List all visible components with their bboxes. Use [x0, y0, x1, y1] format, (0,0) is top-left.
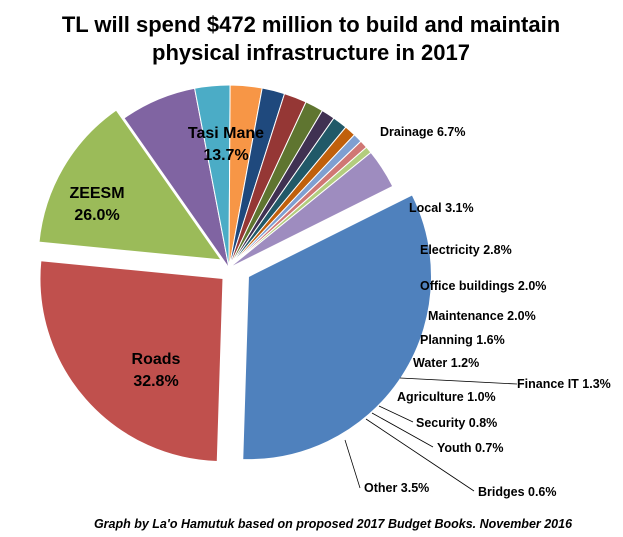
pie-slice-zeesm	[39, 260, 224, 462]
slice-label-drainage: Drainage 6.7%	[380, 125, 465, 139]
slice-label-agriculture: Agriculture 1.0%	[397, 390, 496, 404]
slice-label-bridges: Bridges 0.6%	[478, 485, 557, 499]
slice-label-local: Local 3.1%	[409, 201, 474, 215]
slice-label-electricity: Electricity 2.8%	[420, 243, 512, 257]
pie-slices	[38, 84, 432, 462]
pie-slice-roads	[242, 194, 432, 461]
leader-line-other	[344, 439, 361, 489]
slice-label-zeesm-value: 26.0%	[74, 207, 119, 224]
pie-slice-tasi-mane	[38, 109, 223, 261]
slice-labels: Drainage 6.7% Local 3.1% Electricity 2.8% O…	[69, 125, 610, 499]
pie-slice-other	[228, 151, 394, 269]
leader-line-bridges	[365, 418, 475, 492]
slice-label-maintenance: Maintenance 2.0%	[428, 309, 536, 323]
slice-label-other: Other 3.5%	[364, 481, 429, 495]
slice-label-tasi-mane-value: 13.7%	[203, 147, 248, 164]
slice-label-tasi-mane-name: Tasi Mane	[188, 125, 264, 142]
leader-line-youth	[371, 412, 434, 448]
slice-label-roads-name: Roads	[132, 351, 181, 368]
chart-title-line2: physical infrastructure in 2017	[152, 40, 470, 65]
slice-label-finance-it: Finance IT 1.3%	[517, 377, 611, 391]
slice-label-zeesm-name: ZEESM	[69, 185, 124, 202]
chart-title-line1: TL will spend $472 million to build and …	[62, 12, 560, 37]
slice-label-security: Security 0.8%	[416, 416, 497, 430]
leader-line-finance-it	[399, 377, 518, 385]
slice-label-roads-value: 32.8%	[133, 373, 178, 390]
leader-lines	[344, 377, 518, 492]
leader-line-security	[378, 405, 414, 423]
slice-label-planning: Planning 1.6%	[420, 333, 505, 347]
slice-label-office-buildings: Office buildings 2.0%	[420, 279, 546, 293]
slice-label-youth: Youth 0.7%	[437, 441, 503, 455]
chart-credit: Graph by La'o Hamutuk based on proposed …	[94, 517, 573, 531]
slice-label-water: Water 1.2%	[413, 356, 479, 370]
